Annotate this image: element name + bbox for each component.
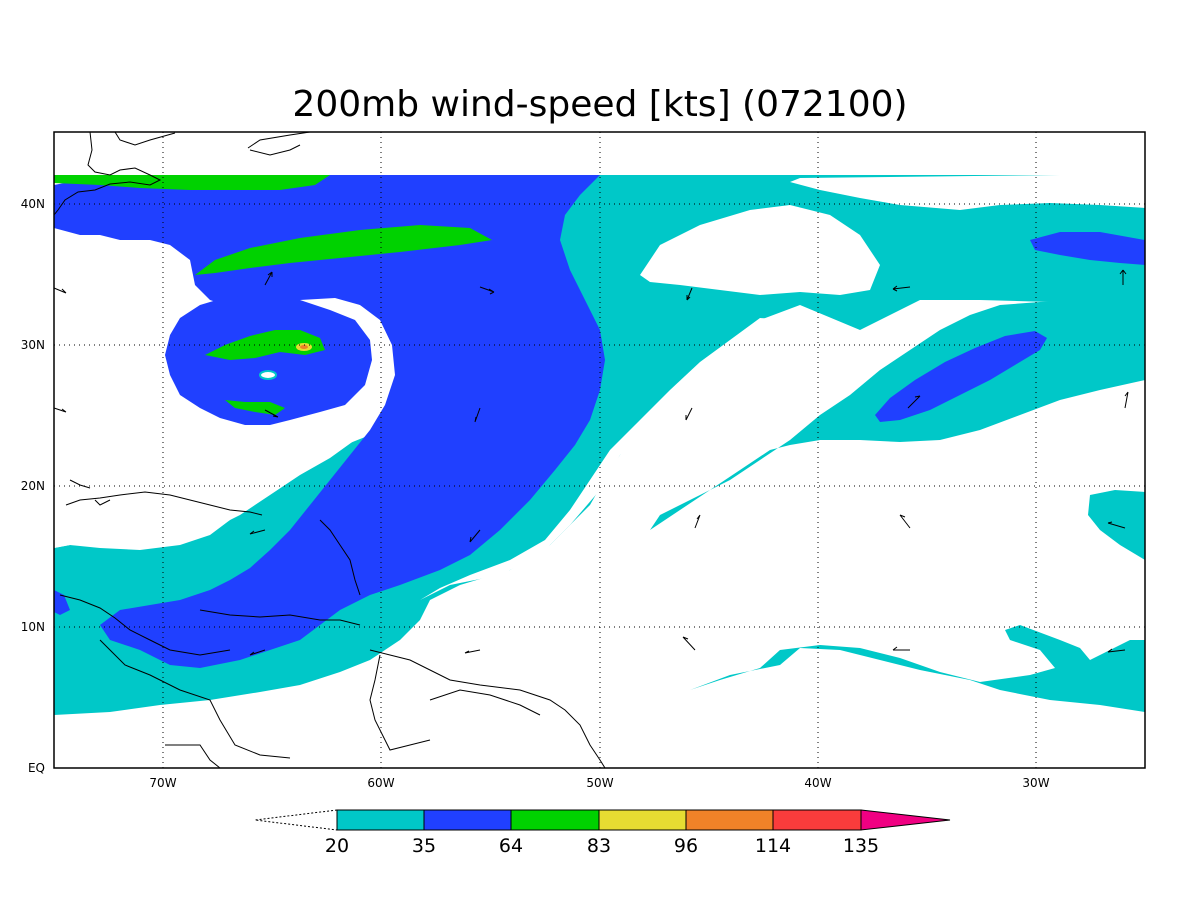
map-frame	[53, 131, 1146, 769]
wind-arrow	[474, 407, 481, 423]
wind-arrow	[1107, 521, 1126, 529]
colorbar-labels: 20 35 64 83 96 114 135	[325, 835, 879, 857]
colorbar-swatch	[423, 809, 512, 831]
colorbar-label: 96	[674, 835, 698, 857]
x-tick-label: 40W	[804, 776, 831, 790]
colorbar-swatch	[598, 809, 687, 831]
wind-arrow	[249, 649, 266, 656]
wind-arrow	[249, 529, 266, 535]
wind-arrow	[694, 514, 701, 529]
x-axis: 70W 60W 50W 40W 30W	[149, 776, 1049, 790]
wind-arrow	[1119, 269, 1127, 285]
wind-arrow	[1124, 391, 1129, 409]
gridlines	[54, 132, 1145, 768]
y-tick-label: EQ	[28, 761, 45, 775]
colorbar-label: 83	[587, 835, 611, 857]
wind-arrow	[264, 409, 279, 418]
y-tick-label: 10N	[21, 620, 45, 634]
y-tick-label: 20N	[21, 479, 45, 493]
colorbar-label: 114	[755, 835, 791, 857]
wind-arrow	[464, 649, 481, 654]
wind-arrow	[682, 636, 696, 651]
wind-arrow	[1107, 648, 1126, 653]
colorbar	[254, 809, 951, 831]
wind-arrow	[899, 514, 911, 529]
y-axis: EQ 10N 20N 30N 40N	[21, 197, 45, 775]
wind-arrow	[686, 287, 693, 301]
wind-speed-field	[54, 132, 1145, 768]
coastlines	[54, 132, 606, 768]
wind-arrow	[469, 529, 481, 543]
colorbar-swatch	[336, 809, 425, 831]
wind-arrow	[685, 407, 693, 421]
colorbar-swatch	[685, 809, 774, 831]
contour-35-64	[54, 175, 1145, 668]
wind-arrow	[53, 407, 67, 413]
colorbar-label: 35	[412, 835, 436, 857]
map-title: 200mb wind-speed [kts] (072100)	[292, 84, 907, 125]
colorbar-label: 20	[325, 835, 349, 857]
wind-arrow	[892, 646, 910, 651]
wind-arrow	[892, 285, 911, 292]
x-tick-label: 50W	[586, 776, 613, 790]
colorbar-label: 135	[843, 835, 879, 857]
wind-arrow	[53, 287, 67, 294]
y-tick-label: 30N	[21, 338, 45, 352]
wind-arrow	[479, 286, 495, 295]
contour-64-83	[54, 175, 492, 415]
colorbar-high-triangle	[860, 809, 951, 831]
x-tick-label: 60W	[367, 776, 394, 790]
colorbar-swatch	[510, 809, 600, 831]
colorbar-label: 64	[499, 835, 523, 857]
x-tick-label: 70W	[149, 776, 176, 790]
wind-arrow	[907, 395, 921, 409]
x-tick-label: 30W	[1022, 776, 1049, 790]
colorbar-low-triangle	[254, 809, 338, 831]
wind-vectors	[53, 269, 1129, 656]
colorbar-swatch	[772, 809, 862, 831]
y-tick-label: 40N	[21, 197, 45, 211]
wind-arrow	[264, 271, 273, 286]
